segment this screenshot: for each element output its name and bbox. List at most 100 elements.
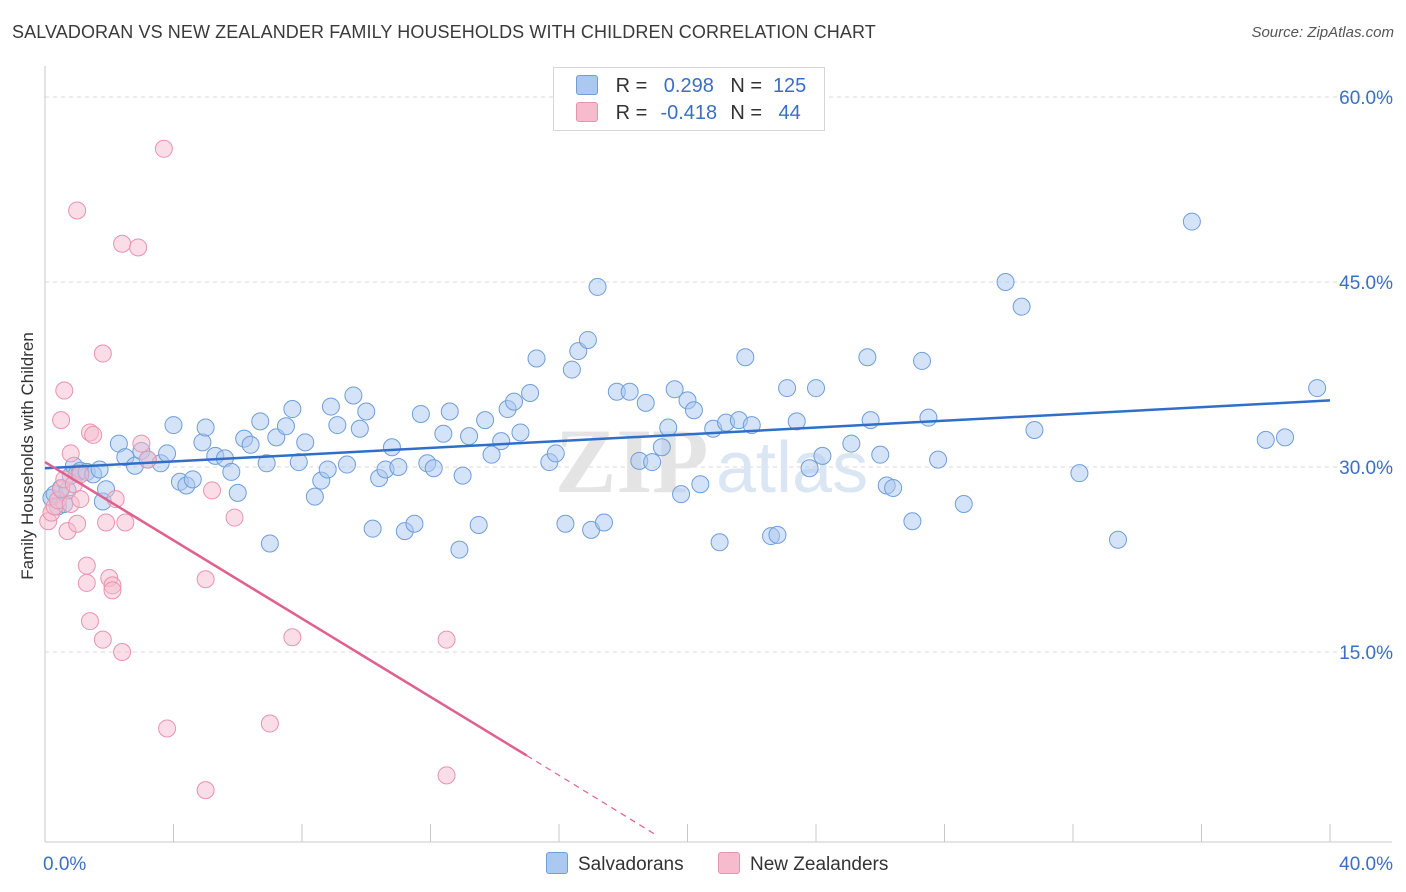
new-zealander-point	[93, 344, 112, 363]
salvadoran-point	[672, 485, 691, 504]
salvadoran-point	[450, 540, 469, 559]
salvadoran-point	[183, 470, 202, 489]
new-zealander-point	[97, 513, 116, 532]
salvadoran-point	[460, 427, 479, 446]
stats-legend-row-salvadorans: R = 0.298 N = 125	[576, 75, 812, 101]
salvadoran-point	[158, 444, 177, 463]
salvadoran-point	[578, 330, 597, 349]
salvadoran-point	[453, 466, 472, 485]
salvadoran-point	[344, 386, 363, 405]
y-tick-label: 45.0%	[1339, 273, 1393, 294]
new-zealander-point	[113, 234, 132, 253]
salvadoran-point	[193, 433, 212, 452]
new-zealander-point	[203, 481, 222, 500]
stats-legend: R = 0.298 N = 125 R = -0.418 N = 44	[553, 67, 825, 131]
y-tick-label: 15.0%	[1339, 643, 1393, 664]
blue-swatch-icon	[576, 75, 598, 95]
salvadorans-points	[42, 212, 1327, 559]
salvadoran-point	[556, 514, 575, 533]
new-zealander-point	[52, 411, 71, 430]
salvadoran-point	[382, 438, 401, 457]
new-zealander-point	[93, 630, 112, 649]
new-zealander-point	[84, 425, 103, 444]
salvadoran-point	[411, 404, 430, 423]
salvadoran-point	[389, 458, 408, 476]
new-zealander-point	[132, 434, 151, 453]
new-zealander-point	[129, 238, 148, 257]
salvadoran-point	[636, 393, 655, 412]
axes	[44, 66, 1392, 843]
salvadoran-point	[337, 455, 356, 474]
salvadoran-point	[1182, 212, 1201, 231]
new-zealander-point	[113, 643, 132, 661]
y-axis-label: Family Households with Children	[18, 332, 37, 580]
salvadoran-point	[643, 453, 662, 472]
salvadoran-point	[736, 348, 755, 367]
salvadoran-point	[363, 519, 382, 538]
salvadoran-point	[903, 512, 922, 531]
salvadoran-point	[289, 453, 308, 472]
new-zealander-point	[138, 450, 157, 469]
salvadoran-point	[305, 487, 324, 506]
salvadoran-point	[842, 434, 861, 453]
salvadoran-point	[871, 445, 890, 464]
salvadoran-point	[813, 446, 832, 465]
salvadoran-point	[505, 392, 524, 411]
salvadoran-point	[710, 533, 729, 552]
new-zealander-point	[80, 612, 99, 631]
legend-label: New Zealanders	[750, 854, 889, 875]
salvadoran-point	[476, 411, 495, 430]
salvadoran-point	[1276, 428, 1295, 447]
salvadoran-point	[511, 423, 530, 442]
salvadoran-point	[228, 483, 247, 502]
new-zealander-point	[116, 513, 135, 532]
n-value: 44	[778, 102, 801, 124]
salvadoran-point	[1308, 379, 1327, 398]
salvadoran-point	[350, 419, 369, 438]
salvadoran-point	[768, 525, 787, 544]
new-zealander-point	[283, 628, 302, 647]
r-value: 0.298	[663, 75, 714, 97]
y-tick-label: 30.0%	[1339, 458, 1393, 479]
salvadoran-point	[1012, 297, 1031, 316]
source-label: Source: ZipAtlas.com	[1251, 24, 1394, 41]
salvadoran-point	[787, 412, 806, 431]
salvadoran-point	[251, 412, 270, 431]
new-zealanders-trend-line	[44, 460, 528, 757]
salvadoran-point	[1025, 421, 1044, 439]
new-zealander-point	[68, 514, 87, 533]
legend-item-salvadorans: Salvadorans	[546, 852, 684, 876]
salvadoran-point	[546, 444, 565, 463]
new-zealander-point	[55, 381, 74, 400]
salvadoran-point	[742, 416, 761, 435]
salvadoran-point	[434, 424, 453, 443]
new-zealander-point	[158, 719, 177, 738]
new-zealander-point	[437, 630, 456, 649]
r-label: R =	[615, 75, 648, 97]
tick-labels: 15.0% 30.0% 45.0% 60.0% 0.0% 40.0%	[43, 88, 1393, 875]
salvadoran-point	[1070, 464, 1089, 483]
salvadoran-point	[858, 348, 877, 367]
salvadoran-point	[296, 433, 315, 452]
salvadoran-point	[691, 475, 710, 494]
new-zealander-point	[154, 139, 173, 158]
salvadoran-point	[318, 460, 337, 479]
salvadoran-point	[954, 495, 973, 513]
salvadoran-point	[665, 380, 684, 399]
salvadoran-point	[492, 432, 511, 451]
y-tick-label: 60.0%	[1339, 88, 1393, 109]
salvadoran-point	[913, 351, 932, 370]
salvadoran-point	[919, 408, 938, 427]
salvadoran-point	[276, 417, 295, 436]
salvadoran-point	[321, 397, 340, 416]
new-zealander-point	[71, 490, 90, 509]
trend-lines	[44, 399, 1331, 836]
n-label: N =	[730, 75, 763, 97]
salvadoran-point	[588, 277, 607, 296]
new-zealander-point	[437, 766, 456, 785]
n-label: N =	[730, 102, 763, 124]
blue-swatch-icon	[546, 852, 568, 874]
salvadoran-point	[562, 360, 581, 379]
new-zealander-point	[77, 573, 96, 592]
